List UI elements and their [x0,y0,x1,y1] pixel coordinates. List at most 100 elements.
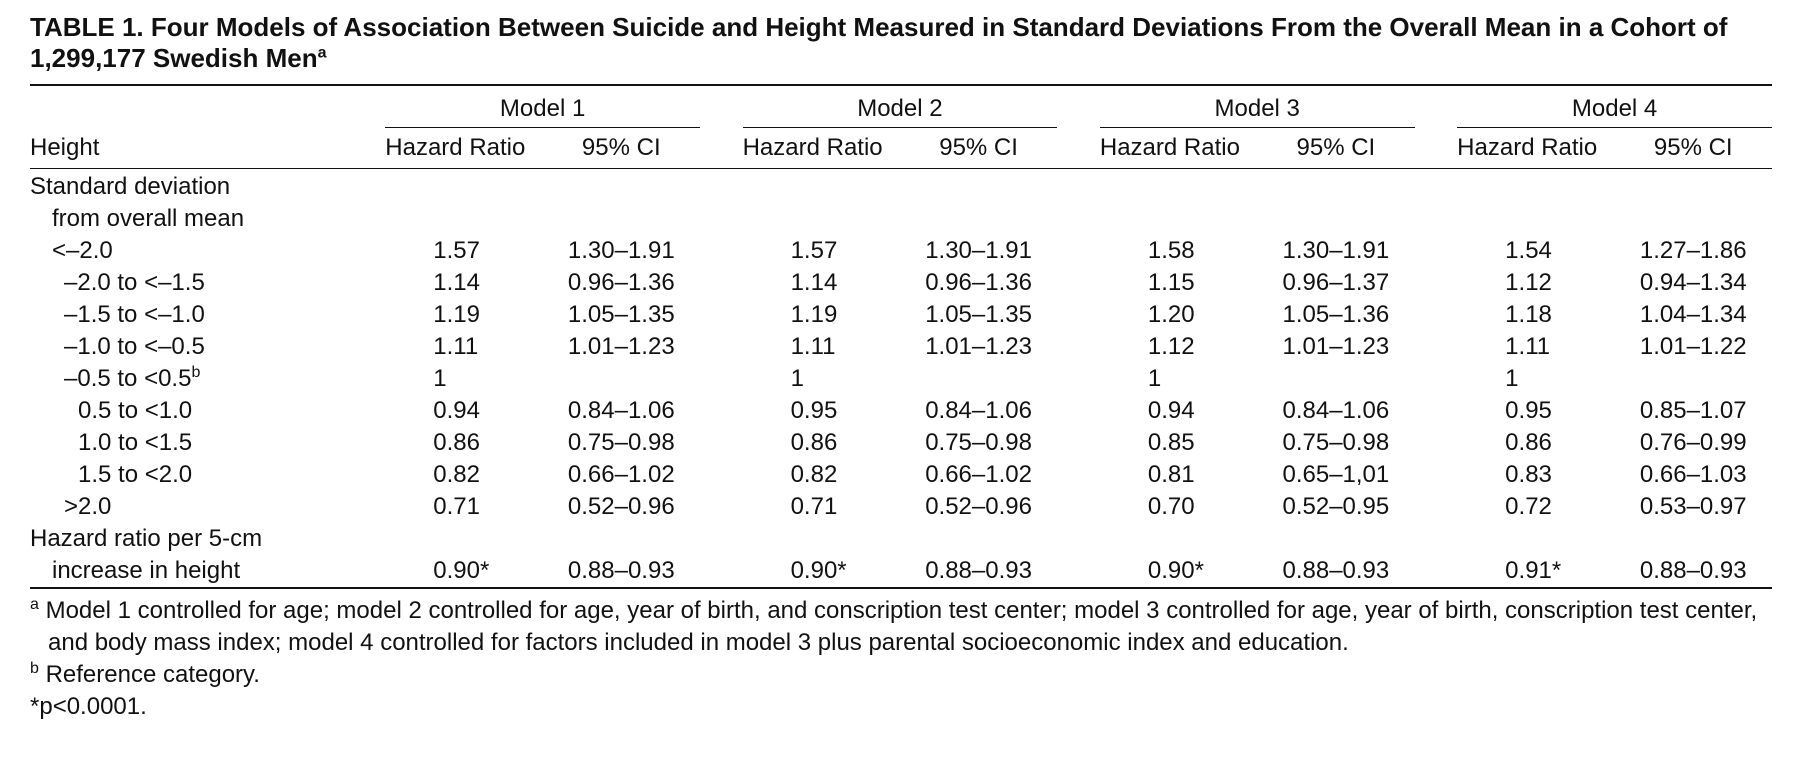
ci-cell [900,169,1057,204]
ci-cell: 0.75–0.98 [925,429,1032,456]
ci-cell: 0.96–1.37 [1282,269,1390,296]
ci-cell: 0.88–0.93 [567,557,675,584]
row-label: >2.0 [30,491,385,523]
hazard-ratio-cell: 0.71 [433,493,480,520]
hazard-ratio-cell: 1.14 [433,269,480,296]
hazard-ratio-cell: 1.11 [1505,333,1551,360]
hazard-ratio-cell: 0.71 [790,493,838,520]
hazard-ratio-cell: 1.15 [1147,269,1195,296]
ci-cell: 0.75–0.98 [567,429,675,456]
hazard-ratio-cell: 1.11 [433,333,479,360]
row-label: 1.0 to <1.5 [30,427,385,459]
row-label-text: –2.0 to <–1.5 [64,269,205,296]
row-label-text: 0.5 to <1.0 [78,397,193,424]
ci-cell [543,363,700,395]
row-label-text: <–2.0 [52,237,113,264]
ci-cell [1257,203,1414,235]
data-table: Model 1 Model 2 Model 3 Model 4 Height H… [30,84,1772,589]
ci-cell: 0.75–0.98 [1282,429,1390,456]
ci-cell [900,523,1057,555]
row-label: <–2.0 [30,235,385,267]
hazard-ratio-cell: 1 [433,365,447,392]
ci-cell [1257,363,1414,395]
footnote-marker: b [30,660,39,677]
table-row: –1.0 to <–0.5 1.11 1.01–1.23 1.11 1.01–1.23 1… [30,331,1772,363]
hazard-ratio-cell [1457,523,1614,555]
row-label: increase in height [30,555,385,588]
hazard-ratio-cell: 0.94 [433,397,480,424]
hazard-ratio-cell: 1.12 [1147,333,1195,360]
hazard-ratio-cell [385,169,542,204]
table-body: Standard deviation from overall mean <–2.0… [30,169,1772,589]
row-label-text: –1.0 to <–0.5 [64,333,205,360]
table-row: –0.5 to <0.5b 1 1 1 1 [30,363,1772,395]
hazard-ratio-cell: 1.20 [1147,301,1195,328]
ci-cell: 1.01–1.23 [567,333,675,360]
hazard-ratio-cell [743,169,900,204]
hazard-ratio-cell: 1.57 [790,237,838,264]
hazard-ratio-cell: 1 [1147,365,1162,392]
row-label: –1.5 to <–1.0 [30,299,385,331]
row-label-text: >2.0 [64,493,112,520]
hazard-ratio-cell: 0.82 [790,461,838,488]
ci-cell: 0.52–0.96 [925,493,1032,520]
table-title-text: TABLE 1. Four Models of Association Betw… [30,12,1728,73]
hazard-ratio-header: Hazard Ratio [385,128,543,169]
hazard-ratio-cell [385,203,542,235]
hazard-ratio-cell: 0.86 [790,429,838,456]
ci-cell [1615,523,1773,555]
ci-cell: 1.05–1.35 [925,301,1032,328]
row-label: 0.5 to <1.0 [30,395,385,427]
ci-cell: 0.66–1.02 [925,461,1032,488]
hazard-ratio-cell: 1 [790,365,804,392]
hazard-ratio-cell: 1.54 [1505,237,1552,264]
hazard-ratio-cell [1457,203,1614,235]
ci-cell: 0.84–1.06 [567,397,675,424]
table-row: Hazard ratio per 5-cm [30,523,1772,555]
ci-cell: 0.84–1.06 [925,397,1032,424]
ci-cell [543,203,700,235]
row-label-text: from overall mean [52,205,245,232]
hazard-ratio-cell [743,203,900,235]
model-header-row: Model 1 Model 2 Model 3 Model 4 [30,85,1772,128]
footnote-marker: b [191,364,201,381]
footnote: a Model 1 controlled for age; model 2 co… [30,595,1772,659]
hazard-ratio-cell: 0.82 [433,461,480,488]
footnote: b Reference category. [30,659,1772,691]
hazard-ratio-cell: 0.91* [1505,557,1562,584]
table-row: <–2.0 1.57 1.30–1.91 1.57 1.30–1.91 1.58 1.30–… [30,235,1772,267]
row-label: Standard deviation [30,169,385,204]
hazard-ratio-cell [1100,523,1257,555]
row-label: –0.5 to <0.5b [30,363,385,395]
column-header-row: Height Hazard Ratio 95% CI Hazard Ratio … [30,128,1772,169]
hazard-ratio-cell: 0.70 [1147,493,1195,520]
row-label: Hazard ratio per 5-cm [30,523,385,555]
row-label-text: –1.5 to <–1.0 [64,301,205,328]
ci-cell: 0.96–1.36 [925,269,1032,296]
ci-cell: 0.85–1.07 [1639,397,1747,424]
table-row: –2.0 to <–1.5 1.14 0.96–1.36 1.14 0.96–1.36 1… [30,267,1772,299]
row-label: –2.0 to <–1.5 [30,267,385,299]
hazard-ratio-cell: 0.95 [1505,397,1552,424]
hazard-ratio-cell [743,523,900,555]
table-row: –1.5 to <–1.0 1.19 1.05–1.35 1.19 1.05–1.35 1… [30,299,1772,331]
row-label-text: –0.5 to <0.5 [64,365,192,392]
hazard-ratio-cell: 0.94 [1147,397,1195,424]
hazard-ratio-cell: 0.90* [433,557,490,584]
hazard-ratio-cell: 0.90* [790,557,847,584]
hazard-ratio-cell: 1.57 [433,237,480,264]
model-4-header: Model 4 [1457,85,1772,128]
table-footnotes: a Model 1 controlled for age; model 2 co… [30,595,1772,723]
row-label-text: Hazard ratio per 5-cm [30,525,263,552]
hazard-ratio-cell: 0.72 [1505,493,1552,520]
ci-cell: 0.66–1.03 [1639,461,1747,488]
table-row: increase in height 0.90* 0.88–0.93 0.90* 0.8… [30,555,1772,588]
hazard-ratio-cell: 1.19 [790,301,838,328]
table-row: 1.0 to <1.5 0.86 0.75–0.98 0.86 0.75–0.98 0.8… [30,427,1772,459]
hazard-ratio-cell: 1.19 [433,301,480,328]
table-figure: TABLE 1. Four Models of Association Betw… [30,0,1798,723]
ci-cell [1615,363,1773,395]
row-header-label: Height [30,128,386,169]
ci-cell [900,363,1057,395]
row-label-text: 1.5 to <2.0 [78,461,193,488]
